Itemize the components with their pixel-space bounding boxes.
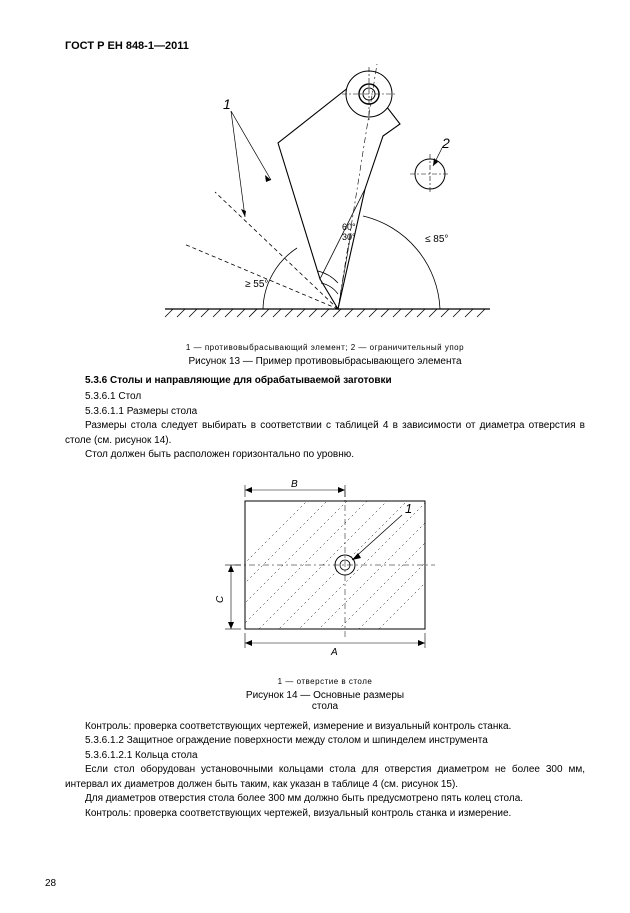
figure-14-legend: 1 — отверстие в столе xyxy=(65,677,585,686)
dim-B: B xyxy=(291,479,298,490)
para-level: Стол должен быть расположен горизонтальн… xyxy=(65,448,585,463)
para-5361: 5.3.6.1 Стол xyxy=(65,390,585,405)
document-header: ГОСТ Р ЕН 848-1—2011 xyxy=(65,40,585,52)
figure-13: ≤ 85° ≥ 55° 60° 30° xyxy=(65,64,585,367)
section-heading: 5.3.6 Столы и направляющие для обрабатыв… xyxy=(65,375,585,386)
para-rings2: Для диаметров отверстия стола более 300 … xyxy=(65,792,585,807)
figure-14: A B C 1 1 — отверстие в столе Рисунок 14… xyxy=(65,473,585,712)
callout-2: 2 xyxy=(441,135,450,151)
page: ГОСТ Р ЕН 848-1—2011 xyxy=(0,0,630,913)
para-sizes: Размеры стола следует выбирать в соответ… xyxy=(65,419,585,448)
figure-14-caption: Рисунок 14 — Основные размерыстола xyxy=(65,690,585,712)
callout-1-fig14: 1 xyxy=(405,501,412,516)
dim-C: C xyxy=(215,595,226,603)
para-536121: 5.3.6.1.2.1 Кольца стола xyxy=(65,749,585,764)
callout-1: 1 xyxy=(223,96,231,112)
angle-55-label: ≥ 55° xyxy=(245,279,268,290)
angle-30-label: 30° xyxy=(342,232,356,242)
para-53612: 5.3.6.1.2 Защитное ограждение поверхност… xyxy=(65,734,585,749)
dim-A: A xyxy=(330,647,338,658)
angle-60-label: 60° xyxy=(342,222,356,232)
figure-13-caption: Рисунок 13 — Пример противовыбрасывающег… xyxy=(65,356,585,367)
section-body: 5.3.6.1 Стол 5.3.6.1.1 Размеры стола Раз… xyxy=(65,390,585,463)
figure-13-legend: 1 — противовыбрасывающий элемент; 2 — ог… xyxy=(65,343,585,352)
figure-14-svg: A B C 1 xyxy=(195,473,455,668)
angle-85-label: ≤ 85° xyxy=(425,234,448,245)
lower-body: Контроль: проверка соответствующих черте… xyxy=(65,720,585,822)
para-control1: Контроль: проверка соответствующих черте… xyxy=(65,720,585,735)
page-number: 28 xyxy=(45,878,56,889)
para-53611: 5.3.6.1.1 Размеры стола xyxy=(65,405,585,420)
para-control2: Контроль: проверка соответствующих черте… xyxy=(65,807,585,822)
para-rings1: Если стол оборудован установочными кольц… xyxy=(65,763,585,792)
figure-13-svg: ≤ 85° ≥ 55° 60° 30° xyxy=(145,64,505,334)
